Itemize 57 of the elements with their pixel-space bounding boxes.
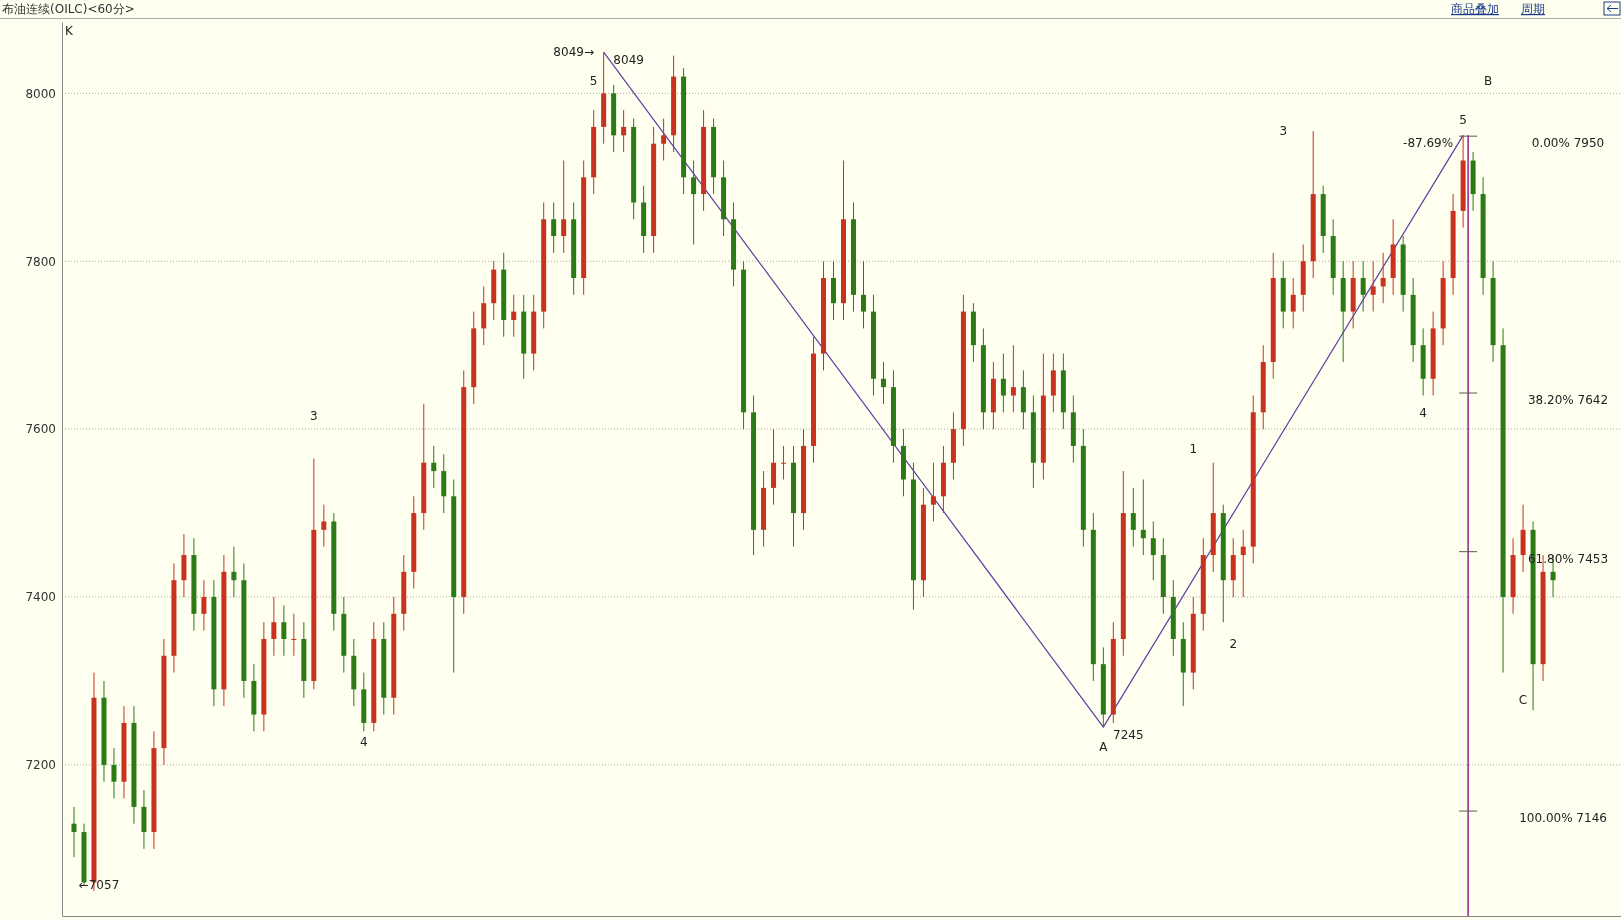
candlestick bbox=[431, 445, 437, 489]
annotation: B bbox=[1483, 73, 1493, 88]
candlestick bbox=[561, 160, 567, 254]
candlestick bbox=[321, 504, 327, 548]
candlestick bbox=[661, 118, 667, 162]
candlestick bbox=[781, 445, 787, 480]
annotation: 1 bbox=[1189, 441, 1198, 456]
candlestick bbox=[551, 201, 557, 254]
annotation: 4 bbox=[359, 734, 368, 749]
y-tick-label: 8000 bbox=[25, 86, 56, 101]
candlestick bbox=[1360, 260, 1366, 313]
annotation: 5 bbox=[589, 73, 598, 88]
candlestick bbox=[281, 604, 287, 657]
annotation: 0.00% 7950 bbox=[1531, 136, 1605, 151]
candlestick bbox=[1150, 520, 1156, 581]
candlestick bbox=[111, 747, 117, 799]
candlestick bbox=[1240, 529, 1246, 598]
annotation: -87.69% bbox=[1403, 136, 1454, 151]
annotation: 3 bbox=[1279, 124, 1288, 139]
candlestick bbox=[1000, 353, 1006, 413]
y-tick-label: 7200 bbox=[25, 758, 56, 773]
candlestick bbox=[71, 806, 77, 858]
candlestick bbox=[1370, 260, 1376, 313]
candlestick bbox=[201, 579, 207, 632]
candlestick bbox=[271, 596, 277, 657]
annotation: 8049→ bbox=[553, 45, 594, 60]
y-tick-label: 7600 bbox=[25, 422, 56, 437]
candlestick bbox=[1140, 478, 1146, 556]
candlestick bbox=[860, 260, 866, 329]
candlestick bbox=[691, 160, 697, 245]
candlestick bbox=[231, 546, 237, 598]
annotation: 3 bbox=[310, 408, 318, 423]
annotation: 2 bbox=[1229, 637, 1238, 652]
annotation: ←7057 bbox=[78, 878, 120, 893]
y-tick-label: 7800 bbox=[25, 254, 56, 269]
candlestick bbox=[621, 109, 627, 153]
text: 商品叠加 bbox=[1451, 2, 1499, 16]
annotation: 38.20% 7642 bbox=[1527, 392, 1609, 407]
annotation: K bbox=[65, 23, 75, 38]
annotation: C bbox=[1518, 692, 1528, 707]
text: 周期 bbox=[1521, 2, 1545, 16]
annotation: 5 bbox=[1459, 112, 1467, 127]
annotation: 100.00% 7146 bbox=[1519, 810, 1607, 825]
candlestick bbox=[291, 613, 297, 657]
candlestick bbox=[1010, 344, 1016, 413]
candlestick bbox=[1380, 252, 1386, 304]
y-tick-label: 7400 bbox=[25, 590, 56, 605]
candlestick bbox=[1130, 487, 1136, 548]
annotation: 7245 bbox=[1113, 727, 1144, 742]
candlestick bbox=[1290, 277, 1296, 329]
annotation: 8049 bbox=[613, 52, 644, 67]
candlestick bbox=[930, 462, 936, 522]
annotation: 4 bbox=[1419, 406, 1427, 421]
annotation: A bbox=[1099, 739, 1109, 754]
candlestick bbox=[511, 294, 517, 338]
candlestick bbox=[880, 361, 886, 405]
chart-title: 布油连续(OILC)<60分> bbox=[2, 2, 135, 16]
